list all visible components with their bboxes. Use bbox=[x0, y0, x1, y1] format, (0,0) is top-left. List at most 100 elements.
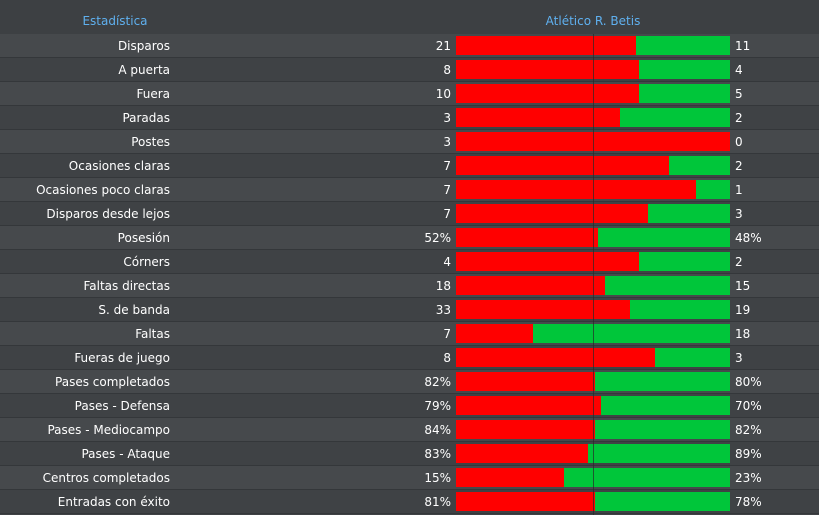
home-bar-fill bbox=[456, 444, 589, 463]
away-value: 2 bbox=[735, 111, 743, 125]
stat-label: Fueras de juego bbox=[74, 351, 170, 365]
home-bar-fill bbox=[456, 180, 696, 199]
home-value: 3 bbox=[443, 135, 451, 149]
home-bar-fill bbox=[456, 228, 599, 247]
stat-label: Pases completados bbox=[55, 375, 170, 389]
stat-label: Ocasiones claras bbox=[68, 159, 170, 173]
stat-label: Paradas bbox=[122, 111, 170, 125]
stat-label: Pases - Mediocampo bbox=[47, 423, 170, 437]
home-value: 7 bbox=[443, 327, 451, 341]
away-value: 48% bbox=[735, 231, 762, 245]
stat-row: A puerta 8 4 bbox=[0, 58, 819, 82]
home-bar-fill bbox=[456, 300, 630, 319]
stat-row: Pases - Mediocampo 84% 82% bbox=[0, 418, 819, 442]
home-bar-fill bbox=[456, 396, 602, 415]
away-value: 4 bbox=[735, 63, 743, 77]
stat-row: Pases completados 82% 80% bbox=[0, 370, 819, 394]
stat-row: S. de banda 33 19 bbox=[0, 298, 819, 322]
away-value: 0 bbox=[735, 135, 743, 149]
home-bar-fill bbox=[456, 204, 648, 223]
stat-row: Faltas 7 18 bbox=[0, 322, 819, 346]
stat-row: Ocasiones claras 7 2 bbox=[0, 154, 819, 178]
home-value: 82% bbox=[424, 375, 451, 389]
away-value: 1 bbox=[735, 183, 743, 197]
away-value: 3 bbox=[735, 207, 743, 221]
away-value: 23% bbox=[735, 471, 762, 485]
away-value: 3 bbox=[735, 351, 743, 365]
home-bar-fill bbox=[456, 468, 565, 487]
home-bar-fill bbox=[456, 324, 533, 343]
stat-row: Faltas directas 18 15 bbox=[0, 274, 819, 298]
away-value: 5 bbox=[735, 87, 743, 101]
stat-row: Postes 3 0 bbox=[0, 130, 819, 154]
stat-label: Córners bbox=[123, 255, 170, 269]
home-bar-fill bbox=[456, 36, 636, 55]
stat-row: Posesión 52% 48% bbox=[0, 226, 819, 250]
column-header-team[interactable]: Atlético R. Betis bbox=[545, 14, 641, 28]
home-bar-fill bbox=[456, 252, 639, 271]
home-value: 7 bbox=[443, 183, 451, 197]
home-value: 8 bbox=[443, 351, 451, 365]
stat-label: Faltas directas bbox=[83, 279, 170, 293]
away-value: 18 bbox=[735, 327, 751, 341]
away-value: 82% bbox=[735, 423, 762, 437]
home-value: 21 bbox=[435, 39, 451, 53]
column-header-statistic[interactable]: Estadística bbox=[82, 14, 148, 28]
stat-label: Disparos desde lejos bbox=[46, 207, 170, 221]
away-value: 2 bbox=[735, 255, 743, 269]
home-bar-fill bbox=[456, 348, 656, 367]
stats-header: Estadística Atlético R. Betis bbox=[0, 0, 819, 35]
stat-label: Posesión bbox=[117, 231, 170, 245]
stats-table: Disparos 21 11 A puerta 8 4 Fuera 10 5 Paradas 3 2 P… bbox=[0, 34, 819, 514]
stat-label: Postes bbox=[131, 135, 170, 149]
home-bar-fill bbox=[456, 420, 595, 439]
stat-label: Faltas bbox=[135, 327, 170, 341]
stat-label: Disparos bbox=[117, 39, 170, 53]
home-value: 15% bbox=[424, 471, 451, 485]
stat-row: Fuera 10 5 bbox=[0, 82, 819, 106]
home-bar-fill bbox=[456, 156, 670, 175]
home-value: 79% bbox=[424, 399, 451, 413]
home-value: 3 bbox=[443, 111, 451, 125]
home-bar-fill bbox=[456, 492, 596, 511]
home-bar-fill bbox=[456, 60, 639, 79]
home-value: 81% bbox=[424, 495, 451, 509]
stat-row: Pases - Ataque 83% 89% bbox=[0, 442, 819, 466]
home-value: 52% bbox=[424, 231, 451, 245]
home-bar-fill bbox=[456, 276, 606, 295]
home-value: 7 bbox=[443, 159, 451, 173]
home-value: 8 bbox=[443, 63, 451, 77]
stat-label: Entradas con éxito bbox=[57, 495, 170, 509]
home-value: 10 bbox=[435, 87, 451, 101]
stat-label: Centros completados bbox=[42, 471, 170, 485]
stat-label: Ocasiones poco claras bbox=[36, 183, 170, 197]
away-value: 80% bbox=[735, 375, 762, 389]
stat-row: Pases - Defensa 79% 70% bbox=[0, 394, 819, 418]
home-value: 18 bbox=[435, 279, 451, 293]
away-value: 2 bbox=[735, 159, 743, 173]
home-bar-fill bbox=[456, 84, 639, 103]
stat-label: A puerta bbox=[118, 63, 170, 77]
away-value: 19 bbox=[735, 303, 751, 317]
away-value: 15 bbox=[735, 279, 751, 293]
stat-label: S. de banda bbox=[98, 303, 170, 317]
stat-row: Paradas 3 2 bbox=[0, 106, 819, 130]
stat-label: Fuera bbox=[136, 87, 170, 101]
home-bar-fill bbox=[456, 372, 595, 391]
stat-row: Fueras de juego 8 3 bbox=[0, 346, 819, 370]
stat-row: Entradas con éxito 81% 78% bbox=[0, 490, 819, 514]
stat-row: Córners 4 2 bbox=[0, 250, 819, 274]
stat-row: Centros completados 15% 23% bbox=[0, 466, 819, 490]
stat-row: Ocasiones poco claras 7 1 bbox=[0, 178, 819, 202]
away-value: 78% bbox=[735, 495, 762, 509]
home-bar-fill bbox=[456, 108, 621, 127]
center-divider bbox=[593, 34, 594, 515]
home-value: 83% bbox=[424, 447, 451, 461]
stat-row: Disparos desde lejos 7 3 bbox=[0, 202, 819, 226]
away-value: 70% bbox=[735, 399, 762, 413]
stat-row: Disparos 21 11 bbox=[0, 34, 819, 58]
stat-label: Pases - Defensa bbox=[74, 399, 170, 413]
home-value: 4 bbox=[443, 255, 451, 269]
home-value: 7 bbox=[443, 207, 451, 221]
away-value: 89% bbox=[735, 447, 762, 461]
